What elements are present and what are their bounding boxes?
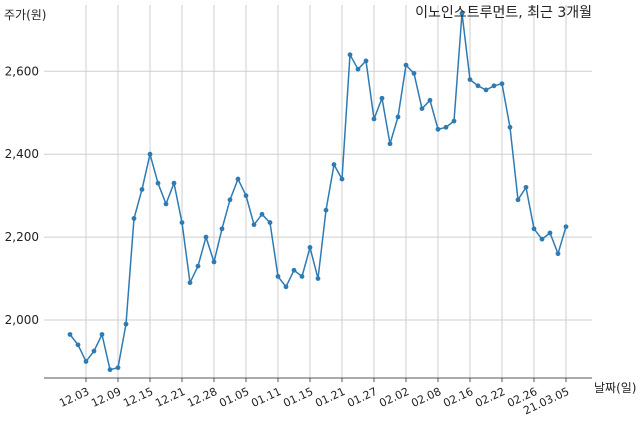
data-point — [187, 280, 193, 286]
data-point — [227, 197, 233, 203]
data-point — [347, 52, 353, 58]
data-point — [219, 226, 225, 232]
x-tick-label: 02.22 — [473, 385, 507, 410]
data-point — [275, 274, 281, 279]
data-point — [67, 332, 73, 337]
data-point — [323, 207, 329, 213]
data-point — [459, 10, 465, 16]
data-point — [139, 187, 145, 192]
series-points-layer — [67, 10, 569, 373]
labels: 주가(원) 이노인스트루먼트, 최근 3개월 날짜(일) 2,000 2,200 2… — [4, 5, 636, 417]
x-tick-label: 02.16 — [441, 385, 475, 410]
y-axis-title: 주가(원) — [4, 8, 46, 22]
data-point — [123, 321, 129, 327]
data-point — [387, 141, 393, 147]
data-point — [259, 211, 265, 217]
data-point — [307, 245, 313, 250]
x-tick-label: 12.03 — [57, 385, 91, 410]
data-point — [211, 259, 217, 265]
axes — [44, 377, 592, 382]
data-point — [203, 234, 209, 240]
data-point — [291, 267, 297, 273]
data-point — [531, 226, 537, 232]
data-point — [371, 116, 377, 122]
series-line-layer — [69, 12, 567, 371]
data-point — [499, 81, 505, 87]
data-point — [443, 124, 449, 130]
data-point — [427, 97, 433, 103]
x-tick-label: 02.08 — [409, 385, 443, 410]
data-point — [419, 106, 425, 112]
data-point — [507, 124, 513, 130]
data-point — [467, 77, 473, 82]
data-point — [435, 126, 441, 132]
data-point — [451, 118, 457, 124]
data-point — [339, 176, 345, 182]
data-point — [355, 66, 361, 72]
data-point — [131, 216, 137, 221]
data-point — [195, 263, 201, 269]
x-tick-label: 12.15 — [121, 385, 155, 410]
y-tick-label: 2,400 — [5, 147, 39, 161]
x-tick-label: 12.28 — [185, 385, 219, 410]
x-tick-label: 01.27 — [345, 385, 379, 410]
data-point — [547, 230, 553, 236]
data-point — [411, 70, 417, 76]
data-point — [515, 197, 521, 203]
data-point — [483, 87, 489, 93]
data-point — [299, 274, 305, 279]
x-tick-label: 01.15 — [281, 385, 315, 410]
data-point — [99, 332, 105, 337]
data-point — [251, 222, 257, 228]
data-point — [75, 342, 81, 348]
chart-title: 이노인스트루먼트, 최근 3개월 — [415, 5, 592, 21]
data-point — [147, 151, 153, 157]
data-point — [179, 220, 185, 225]
x-axis-title: 날짜(일) — [594, 381, 636, 395]
x-tick-label: 12.09 — [89, 385, 123, 410]
y-tick-label: 2,000 — [5, 313, 39, 327]
data-point — [475, 83, 481, 89]
data-point — [107, 367, 113, 373]
data-point — [403, 62, 409, 68]
data-point — [83, 359, 89, 364]
y-tick-label: 2,600 — [5, 64, 39, 78]
data-point — [563, 224, 569, 230]
data-point — [379, 95, 385, 101]
data-point — [163, 201, 169, 207]
data-point — [523, 184, 529, 190]
data-point — [171, 180, 177, 186]
data-point — [539, 236, 545, 242]
data-point — [363, 58, 369, 64]
data-point — [491, 83, 497, 89]
data-point — [235, 176, 241, 182]
x-tick-label: 01.05 — [217, 385, 251, 410]
x-tick-label: 01.11 — [249, 385, 283, 410]
x-tick-label: 01.21 — [313, 385, 347, 410]
data-point — [91, 348, 97, 354]
data-point — [267, 220, 273, 225]
data-point — [115, 365, 121, 371]
x-tick-label: 12.21 — [153, 385, 187, 410]
grid — [44, 5, 592, 378]
data-point — [395, 114, 401, 120]
data-point — [283, 284, 289, 290]
data-point — [155, 180, 161, 186]
series-line — [69, 12, 567, 371]
data-point — [243, 193, 249, 199]
data-point — [315, 276, 321, 281]
y-tick-label: 2,200 — [5, 230, 39, 244]
data-point — [331, 162, 337, 167]
data-point — [555, 251, 561, 257]
x-tick-label: 02.02 — [377, 385, 411, 410]
